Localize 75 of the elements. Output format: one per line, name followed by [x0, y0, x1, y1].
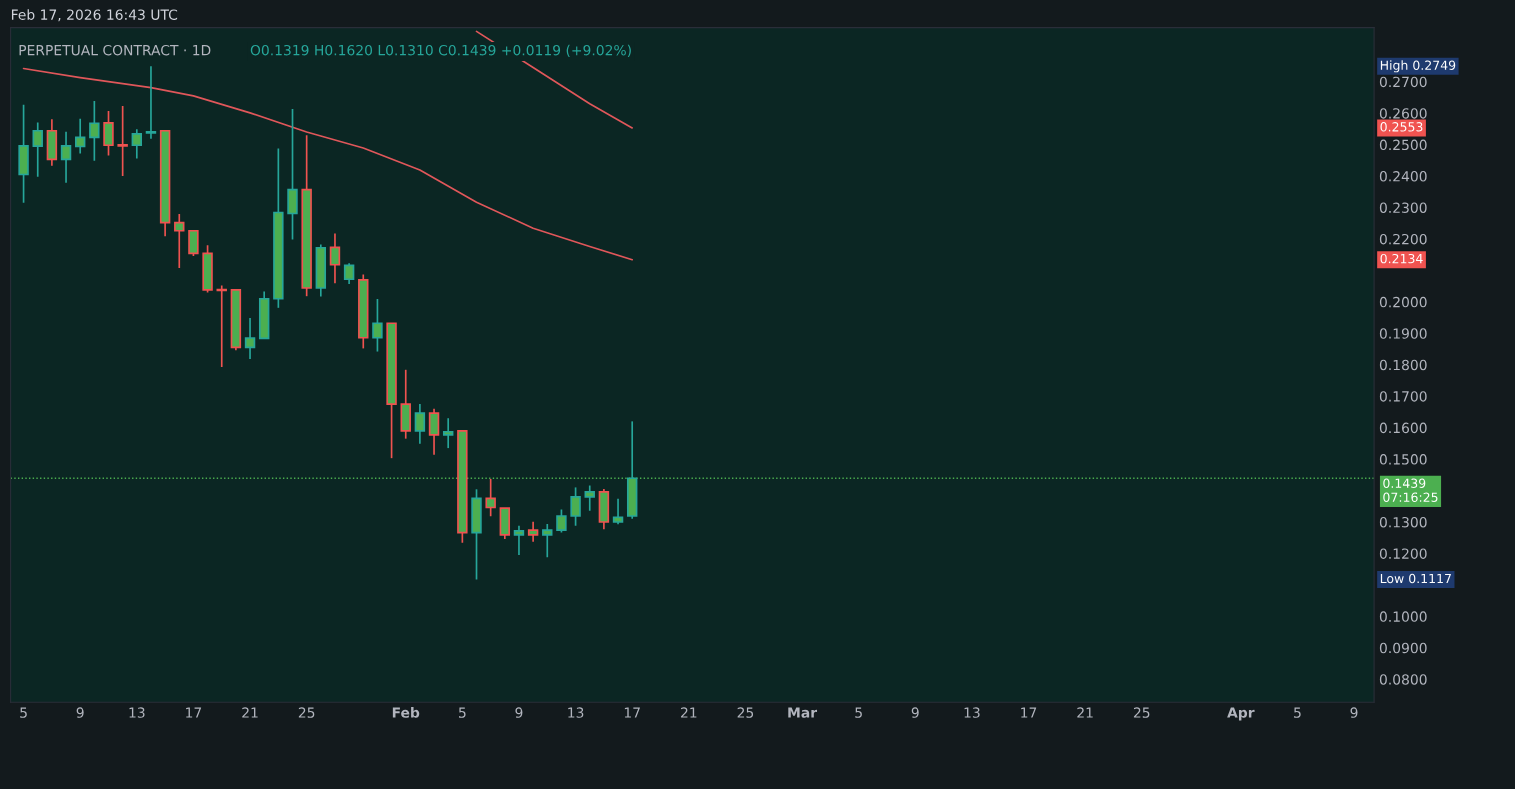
y-tick-label: 0.1300: [1379, 516, 1427, 528]
candlestick: [74, 117, 86, 155]
x-tick-label: 13: [964, 707, 980, 718]
x-tick-label: 17: [1021, 707, 1037, 718]
candlestick: [570, 486, 581, 527]
text: 0.2553: [1380, 122, 1423, 132]
x-tick-label: 13: [568, 707, 584, 718]
text: O0.1319 H0.1620 L0.1310 C0.1439 +0.0119 (+9.02%): [250, 44, 631, 58]
candlestick: [244, 317, 256, 360]
candlestick: [428, 407, 440, 456]
y-tick-label: 0.2000: [1379, 296, 1427, 308]
x-tick-label: 25: [737, 707, 754, 718]
candlestick: [372, 298, 383, 353]
candlestick: [329, 232, 341, 285]
candlestick: [584, 484, 595, 512]
candlestick: [188, 229, 199, 257]
x-tick-label: 9: [515, 707, 523, 718]
y-tick-label: 0.2500: [1379, 139, 1427, 151]
x-tick-label: 17: [186, 707, 202, 718]
candlestick: [513, 524, 525, 556]
y-tick-label: 0.1600: [1379, 422, 1427, 434]
candlestick: [103, 110, 114, 157]
x-tick-label: 25: [1133, 707, 1150, 718]
candlestick: [612, 497, 624, 526]
candlestick: [174, 213, 185, 269]
candlestick: [542, 523, 553, 559]
candlestick: [32, 121, 43, 178]
ref-line-label: 0.1439 07:16:25: [1383, 478, 1438, 502]
y-tick-label: 0.2400: [1379, 171, 1427, 182]
candlestick: [287, 108, 298, 241]
text: High 0.2749: [1380, 60, 1456, 73]
x-tick-label: 21: [242, 707, 258, 718]
x-tick-label: 17: [624, 707, 640, 718]
candlestick: [60, 130, 72, 184]
line-series: [22, 67, 634, 261]
x-tick-label: 9: [1350, 707, 1358, 718]
y-tick-label: 0.0900: [1379, 642, 1427, 654]
candlestick: [343, 262, 355, 285]
y-tick-label: 0.2700: [1379, 76, 1427, 88]
x-tick-label: 5: [459, 707, 466, 718]
x-tick-label: 13: [129, 707, 145, 718]
candlestick: [131, 128, 143, 160]
x-tick-label: 21: [681, 707, 697, 718]
x-tick-label: 9: [76, 707, 84, 718]
x-tick-label: 5: [855, 707, 862, 718]
candlestick: [145, 65, 157, 140]
y-tick-label: 0.2300: [1379, 202, 1427, 213]
candlestick: [485, 478, 496, 518]
x-tick-label: 5: [20, 707, 27, 718]
text: Feb 17, 2026 16:43 UTC: [11, 9, 178, 22]
text: 0.2134: [1380, 253, 1423, 264]
y-tick-label: 0.1800: [1379, 359, 1427, 371]
x-tick-label: Feb: [392, 707, 420, 718]
candlestick: [556, 508, 567, 534]
y-tick-label: 0.0800: [1379, 674, 1427, 685]
x-tick-label: Apr: [1227, 707, 1255, 721]
candlestick: [414, 403, 426, 445]
x-tick-label: 21: [1077, 707, 1093, 718]
x-tick-label: Mar: [788, 707, 818, 718]
candlestick: [527, 520, 539, 543]
y-tick-label: 0.1200: [1379, 548, 1427, 559]
candlestick: [442, 417, 454, 449]
candlestick: [117, 105, 128, 177]
y-tick-label: 0.1000: [1379, 611, 1427, 622]
y-tick-label: 0.2600: [1379, 108, 1427, 119]
y-tick-label: 0.2200: [1379, 233, 1427, 245]
y-tick-label: 0.1700: [1379, 391, 1427, 402]
text: Low 0.1117: [1380, 573, 1451, 584]
text: PERPETUAL CONTRACT · 1D: [19, 44, 211, 56]
x-tick-label: 25: [298, 707, 315, 718]
x-tick-label: 5: [1294, 707, 1301, 718]
x-tick-label: 9: [911, 707, 919, 718]
y-tick-label: 0.1500: [1379, 454, 1427, 465]
candlestick: [89, 100, 100, 162]
y-tick-label: 0.1900: [1379, 328, 1427, 339]
